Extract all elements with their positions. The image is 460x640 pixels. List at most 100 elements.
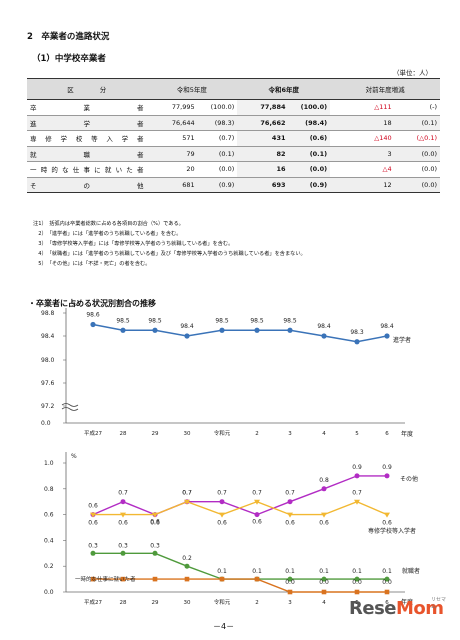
r6-value: 431	[237, 130, 289, 147]
data-label: 0.0	[352, 579, 362, 586]
resemom-logo: ReseMom リセマム	[349, 597, 447, 619]
data-label: 0.6	[319, 520, 329, 527]
x-axis-unit: 年度	[401, 430, 413, 438]
data-point	[120, 512, 126, 518]
data-point	[90, 321, 96, 328]
data-label: 0.6	[382, 520, 392, 527]
axis-break	[61, 403, 79, 407]
data-point	[354, 499, 360, 505]
data-label: 0.6	[88, 503, 98, 510]
data-point	[120, 327, 126, 333]
x-tick-label: 6	[385, 600, 389, 606]
data-point	[321, 333, 327, 339]
table-row: 専修学校等入学者 571 (0.7) 431 (0.6) △140 (△0.1)	[27, 130, 440, 147]
data-label: 0.1	[319, 568, 329, 575]
data-point	[354, 339, 360, 345]
chart-progression: % 98.8 98.4 98.0 97.6 97.2 0.0 平成27 28 29 30 令和元 2 3 4…	[41, 301, 413, 438]
data-point	[90, 550, 96, 556]
data-label: 98.5	[283, 317, 297, 324]
series-label: 一時的な仕事に就いた者	[75, 575, 136, 583]
x-tick-label: 令和元	[214, 598, 231, 606]
x-tick-label: 5	[355, 431, 359, 437]
data-label: 0.7	[252, 490, 262, 497]
data-point	[287, 327, 293, 333]
data-point	[384, 589, 390, 595]
series-label: 専修学校等入学者	[368, 527, 416, 535]
data-point	[184, 499, 190, 505]
series-line-other	[92, 475, 387, 516]
data-label: 0.8	[319, 477, 329, 484]
r6-value: 82	[237, 146, 289, 162]
r6-value: 77,884	[237, 99, 289, 116]
r6-percent: (0.6)	[288, 130, 331, 147]
r5-value: 681	[146, 177, 198, 193]
data-point	[287, 512, 293, 518]
r5-value: 76,644	[146, 115, 198, 131]
data-point	[287, 576, 293, 582]
series-label: 就職者	[402, 567, 420, 575]
data-label: 0.1	[217, 568, 227, 575]
data-label: 0.7	[182, 490, 192, 497]
diff-value: 3	[330, 146, 395, 162]
r5-percent: (0.7)	[197, 130, 238, 147]
table-row: 就 職 者 79 (0.1) 82 (0.1) 3 (0.0)	[27, 146, 440, 162]
y-tick-label: 97.2	[41, 403, 55, 410]
x-tick-label: 6	[385, 431, 389, 437]
r6-value: 16	[237, 161, 289, 178]
data-label: 0.7	[182, 490, 192, 497]
x-tick-label: 平成27	[84, 598, 102, 606]
data-label: 0.6	[285, 520, 295, 527]
r5-percent: (0.9)	[197, 177, 238, 193]
unit-label: （単位：人）	[393, 69, 432, 77]
data-label: 0.1	[252, 568, 262, 575]
data-label: 0.7	[217, 490, 227, 497]
data-label: 0.6	[150, 519, 160, 526]
axis-break	[61, 407, 79, 411]
series-line-shingaku	[92, 323, 388, 343]
diff-value: 18	[330, 115, 395, 131]
header-r6: 令和6年度	[237, 78, 331, 100]
notes: 注1） 括弧内は卒業者総数に占める各項目の割合（%）である。 2） 「進学者」に…	[33, 219, 306, 269]
data-point	[321, 589, 327, 595]
diff-percent: (0.1)	[394, 115, 440, 131]
data-label: 0.1	[382, 568, 392, 575]
note-line: 2） 「進学者」には「進学者のうち就職している者」を含む。	[33, 231, 182, 237]
data-point	[152, 327, 158, 333]
data-label: 0.3	[150, 542, 160, 549]
x-tick-label: 28	[120, 431, 127, 437]
data-point	[254, 576, 260, 582]
y-tick-label: 1.0	[44, 460, 54, 467]
data-point	[219, 576, 225, 582]
data-point	[219, 327, 225, 333]
data-label: 0.6	[88, 520, 98, 527]
data-label: 0.3	[88, 542, 98, 549]
data-label: 98.5	[148, 317, 162, 324]
section-title: 2 卒業者の進路状況	[27, 32, 110, 42]
x-tick-label: 29	[152, 600, 159, 606]
sub-title: （1）中学校卒業者	[32, 54, 106, 64]
data-point	[120, 550, 126, 556]
r5-value: 571	[146, 130, 198, 147]
data-point	[354, 576, 360, 582]
x-tick-label: 平成27	[84, 429, 102, 437]
data-point	[254, 499, 260, 505]
r6-percent: (98.4)	[288, 115, 331, 131]
data-label: 98.5	[116, 317, 130, 324]
y-tick-label: 98.4	[41, 333, 55, 340]
x-tick-label: 5	[355, 600, 359, 606]
data-point	[321, 512, 327, 518]
y-tick-label: 0.4	[44, 537, 54, 544]
series-line-ichiji	[93, 578, 387, 593]
x-tick-label: 28	[120, 600, 127, 606]
y-tick-label: 98.8	[41, 310, 55, 317]
data-label: 0.3	[118, 542, 128, 549]
table-header-row: 区 分 令和5年度 令和6年度 対前年度増減	[27, 78, 440, 100]
data-label: 0.0	[319, 579, 329, 586]
data-label: 98.6	[86, 312, 100, 319]
data-label: 0.1	[285, 568, 295, 575]
y-axis-unit: %	[71, 453, 77, 460]
header-category: 区 分	[27, 78, 147, 100]
data-point	[90, 512, 96, 518]
y-tick-label: 0.6	[44, 512, 54, 519]
